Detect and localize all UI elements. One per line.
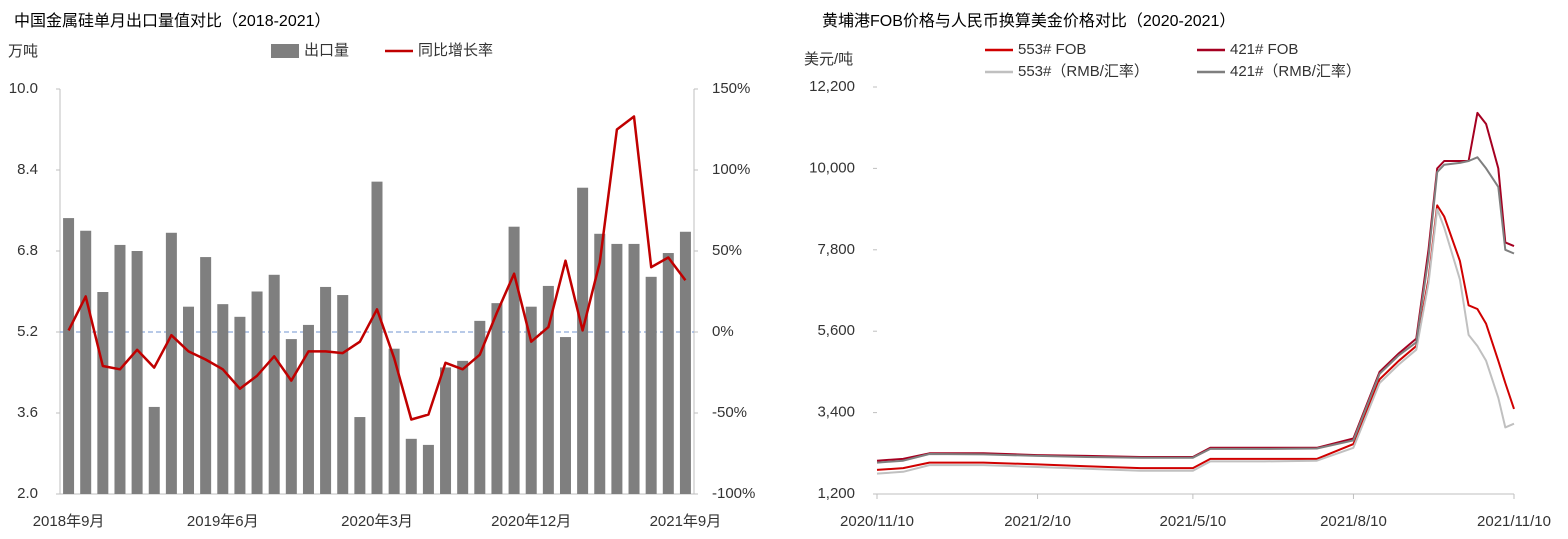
line-series (876, 208, 1515, 475)
legend-label: 553# FOB (1018, 41, 1086, 58)
x-tick-label: 2021/11/10 (1477, 513, 1551, 530)
bar (388, 348, 400, 494)
y-tick-label: 5.2 (17, 323, 38, 340)
y-tick-label: 7,800 (817, 241, 855, 258)
line-series (67, 115, 687, 421)
bar (268, 274, 280, 494)
bar (525, 306, 537, 494)
bar (234, 316, 246, 494)
bar (302, 324, 314, 494)
bar (491, 303, 503, 494)
legend-label: 421#（RMB/汇率） (1230, 63, 1361, 80)
y-tick-label: 10,000 (809, 159, 855, 176)
x-tick-label: 2021/2/10 (1004, 513, 1071, 530)
bar (131, 251, 143, 494)
y-tick-label: 10.0 (9, 80, 38, 97)
x-tick-label: 2021年9月 (650, 513, 722, 530)
bar (148, 406, 160, 494)
bar (354, 417, 366, 494)
bar (440, 367, 452, 494)
bar (337, 295, 349, 494)
bar (200, 257, 212, 494)
bar (63, 218, 75, 494)
bar (474, 320, 486, 494)
y-axis-label: 美元/吨 (804, 51, 853, 68)
y-tick-label: 3.6 (17, 404, 38, 421)
bar (217, 304, 229, 494)
legend-label: 同比增长率 (418, 42, 493, 59)
bar (594, 233, 606, 494)
bar (97, 292, 109, 494)
bar (577, 187, 589, 494)
bar (628, 243, 640, 494)
bar (165, 232, 177, 494)
legend-label: 421# FOB (1230, 41, 1298, 58)
bar (508, 226, 520, 494)
line-series (876, 111, 1515, 462)
bar (285, 339, 297, 494)
bar (251, 291, 263, 494)
bar (422, 444, 434, 494)
bar (405, 438, 417, 494)
y2-tick-label: 100% (712, 161, 750, 178)
bar (320, 286, 332, 494)
bar (559, 337, 571, 494)
bar (542, 285, 554, 494)
x-tick-label: 2020年12月 (491, 513, 571, 530)
legend-label: 553#（RMB/汇率） (1018, 63, 1149, 80)
x-tick-label: 2019年6月 (187, 513, 259, 530)
bar (457, 360, 469, 494)
x-tick-label: 2021/8/10 (1320, 513, 1387, 530)
y-tick-label: 2.0 (17, 485, 38, 502)
y-tick-label: 3,400 (817, 404, 855, 421)
x-tick-label: 2020年3月 (341, 513, 413, 530)
y-tick-label: 6.8 (17, 242, 38, 259)
chart-title: 黄埔港FOB价格与人民币换算美金价格对比（2020-2021） (822, 11, 1235, 30)
x-tick-label: 2018年9月 (33, 513, 105, 530)
bar (80, 230, 92, 494)
line-series (876, 156, 1515, 464)
legend-label: 出口量 (304, 42, 349, 59)
y2-tick-label: 0% (712, 323, 734, 340)
bar (611, 243, 623, 494)
y2-tick-label: -50% (712, 404, 747, 421)
y2-tick-label: -100% (712, 485, 755, 502)
y-tick-label: 5,600 (817, 322, 855, 339)
y-tick-label: 8.4 (17, 161, 38, 178)
bar (371, 181, 383, 495)
legend-swatch (271, 44, 299, 58)
y-tick-label: 1,200 (817, 485, 855, 502)
y-axis-label: 万吨 (8, 43, 38, 60)
y2-tick-label: 50% (712, 242, 742, 259)
bar (645, 276, 657, 494)
y-tick-label: 12,200 (809, 78, 855, 95)
y2-tick-label: 150% (712, 80, 750, 97)
x-tick-label: 2020/11/10 (840, 513, 914, 530)
chart-title: 中国金属硅单月出口量值对比（2018-2021） (14, 12, 331, 30)
bar (662, 253, 674, 494)
x-tick-label: 2021/5/10 (1160, 513, 1227, 530)
line-series (876, 204, 1515, 471)
bar (183, 306, 195, 494)
bar (679, 231, 691, 494)
